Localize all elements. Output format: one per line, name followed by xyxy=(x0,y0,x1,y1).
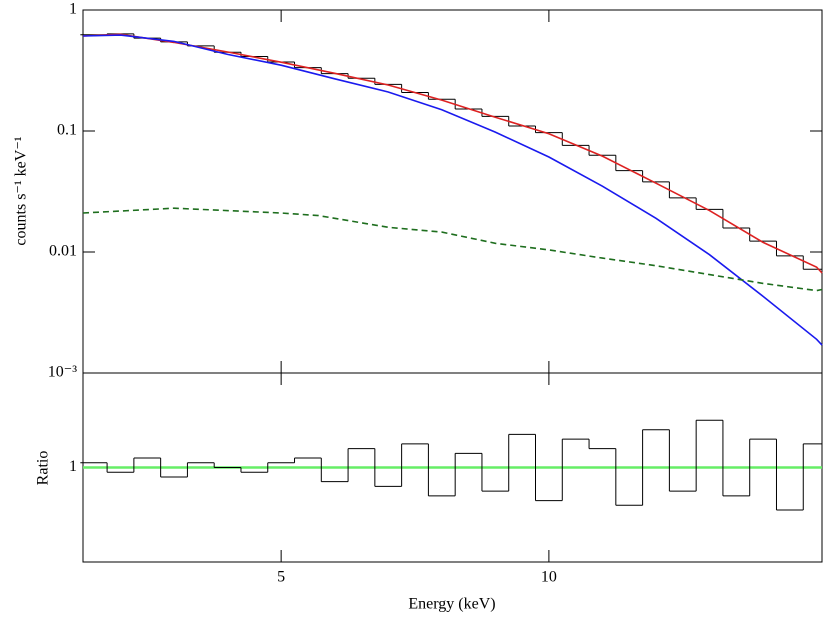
y-tick-label: 10⁻³ xyxy=(48,364,77,381)
model-line xyxy=(82,33,823,274)
x-tick-label: 10 xyxy=(541,569,557,586)
top-frame xyxy=(82,9,823,374)
model-line xyxy=(82,34,823,346)
x-tick-label: 5 xyxy=(277,569,285,586)
y-tick-label: 0.01 xyxy=(49,243,77,260)
y-tick-label: 0.1 xyxy=(57,122,77,139)
y-tick-label: 1 xyxy=(69,458,77,475)
x-axis-label: Energy (keV) xyxy=(408,596,495,613)
y-axis-label: counts s⁻¹ keV⁻¹ xyxy=(13,136,30,245)
y-tick-label: 1 xyxy=(69,1,77,18)
model-line xyxy=(82,207,823,292)
y-axis-label: Ratio xyxy=(35,451,52,486)
